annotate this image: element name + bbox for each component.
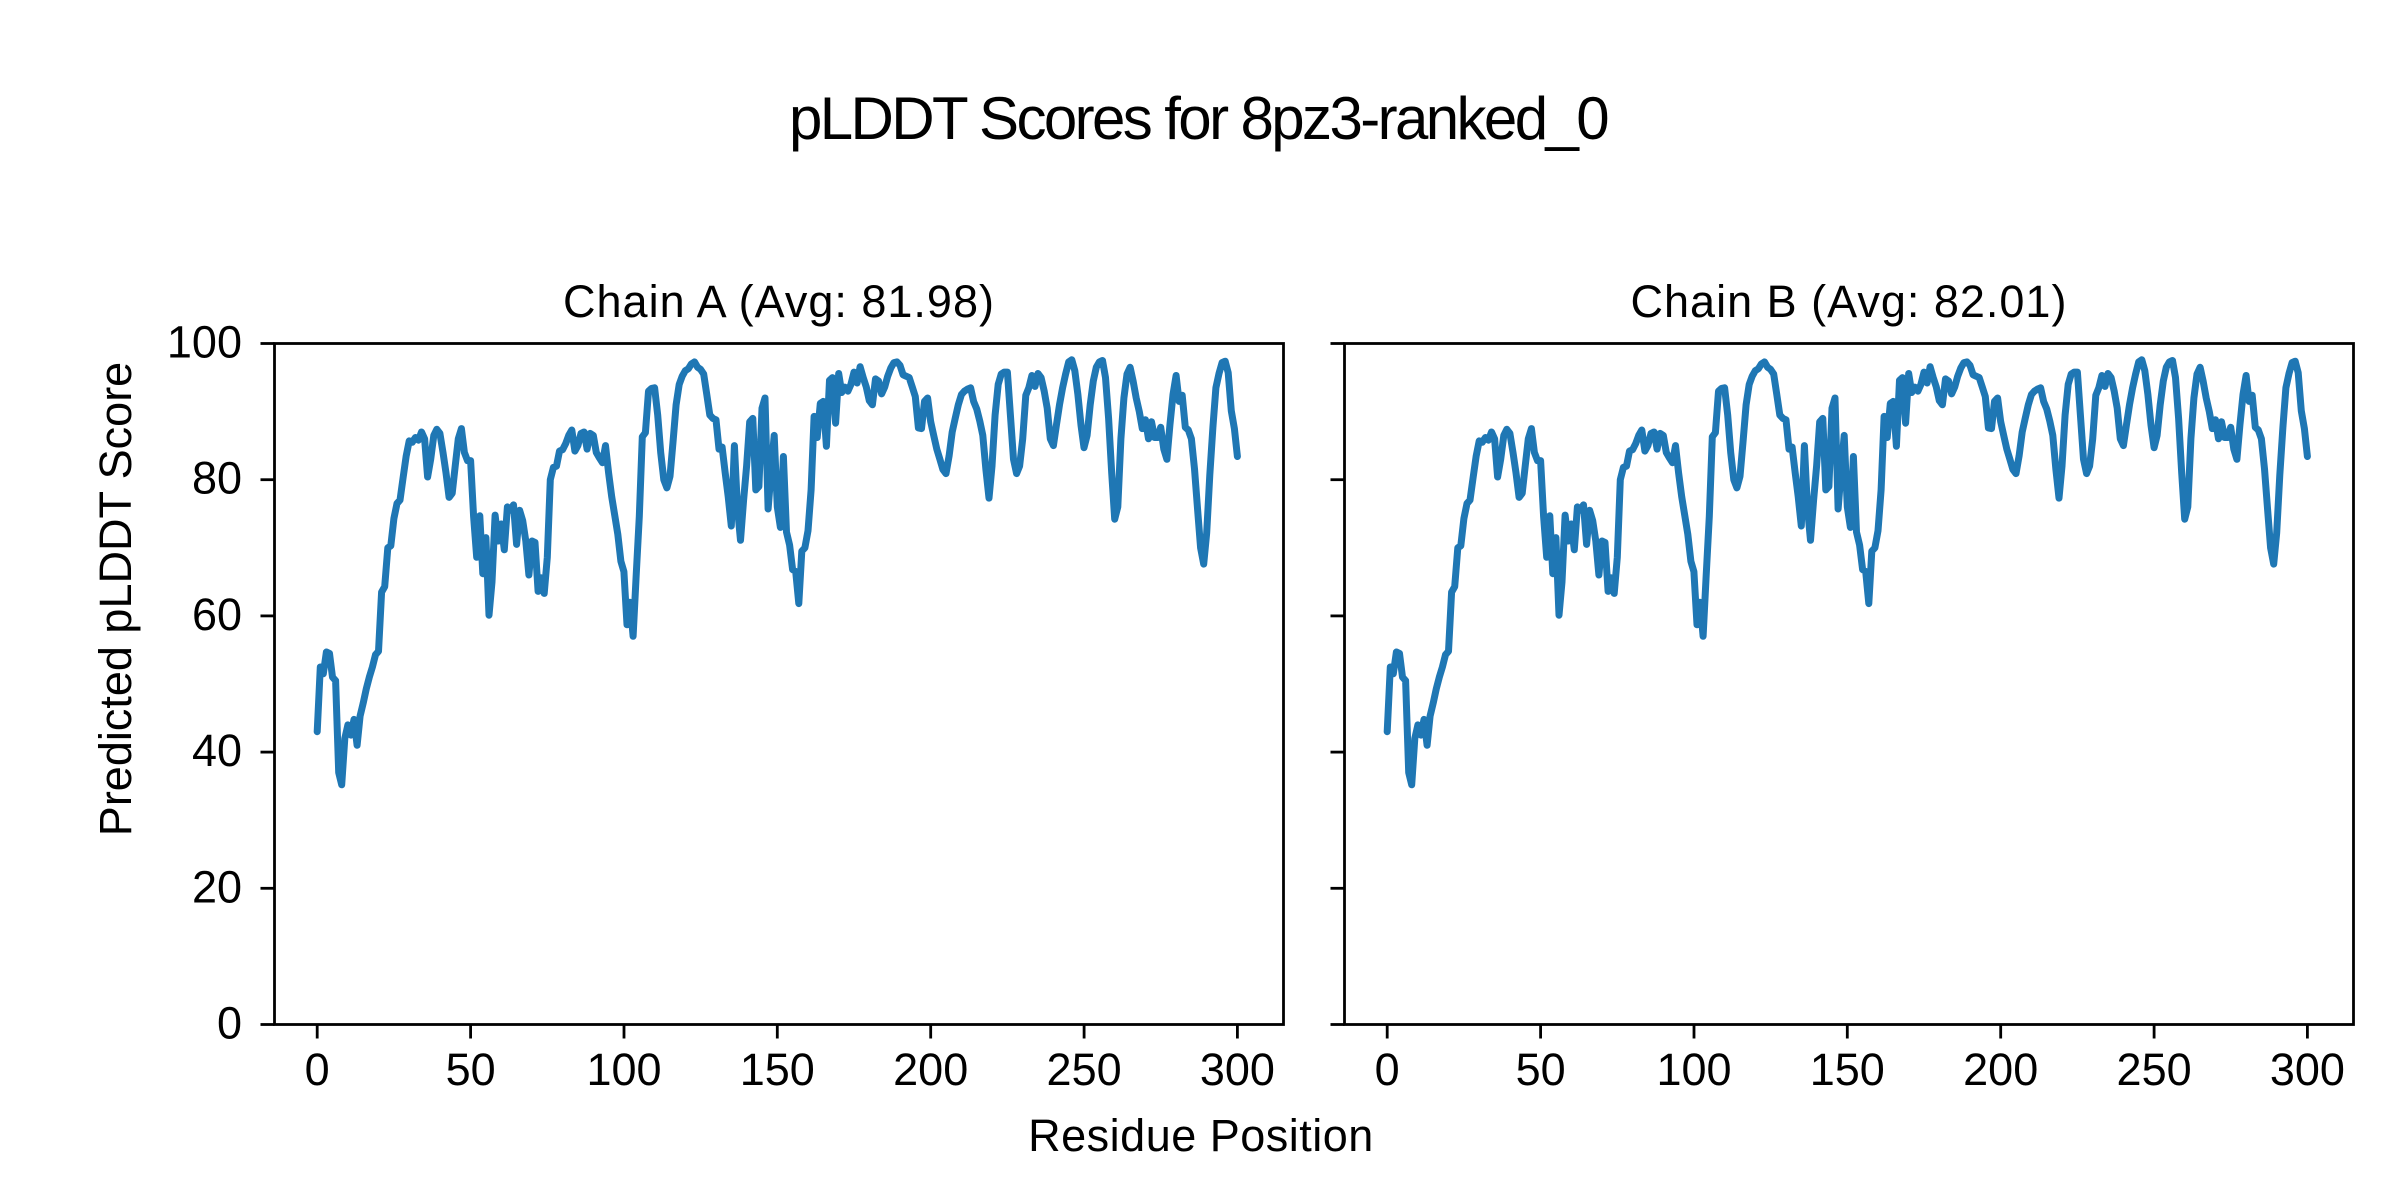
svg-text:100: 100 xyxy=(167,317,242,368)
svg-text:Chain B (Avg: 82.01): Chain B (Avg: 82.01) xyxy=(1631,276,2068,327)
svg-text:100: 100 xyxy=(586,1044,661,1095)
svg-text:200: 200 xyxy=(893,1044,968,1095)
svg-text:300: 300 xyxy=(1200,1044,1275,1095)
svg-text:50: 50 xyxy=(1516,1044,1566,1095)
svg-text:Chain A (Avg: 81.98): Chain A (Avg: 81.98) xyxy=(563,276,995,327)
svg-text:80: 80 xyxy=(192,453,242,504)
svg-text:0: 0 xyxy=(1375,1044,1400,1095)
svg-text:200: 200 xyxy=(1963,1044,2038,1095)
svg-text:50: 50 xyxy=(446,1044,496,1095)
svg-text:150: 150 xyxy=(740,1044,815,1095)
svg-text:300: 300 xyxy=(2270,1044,2345,1095)
svg-text:150: 150 xyxy=(1810,1044,1885,1095)
svg-text:Residue Position: Residue Position xyxy=(1028,1110,1374,1161)
svg-text:40: 40 xyxy=(192,725,242,776)
svg-text:250: 250 xyxy=(1047,1044,1122,1095)
svg-text:20: 20 xyxy=(192,861,242,912)
svg-text:250: 250 xyxy=(2117,1044,2192,1095)
svg-text:0: 0 xyxy=(217,998,242,1049)
svg-text:100: 100 xyxy=(1656,1044,1731,1095)
svg-text:Predicted pLDDT Score: Predicted pLDDT Score xyxy=(90,362,141,836)
svg-text:60: 60 xyxy=(192,589,242,640)
svg-text:0: 0 xyxy=(305,1044,330,1095)
svg-text:pLDDT Scores for 8pz3-ranked_0: pLDDT Scores for 8pz3-ranked_0 xyxy=(789,85,1608,152)
